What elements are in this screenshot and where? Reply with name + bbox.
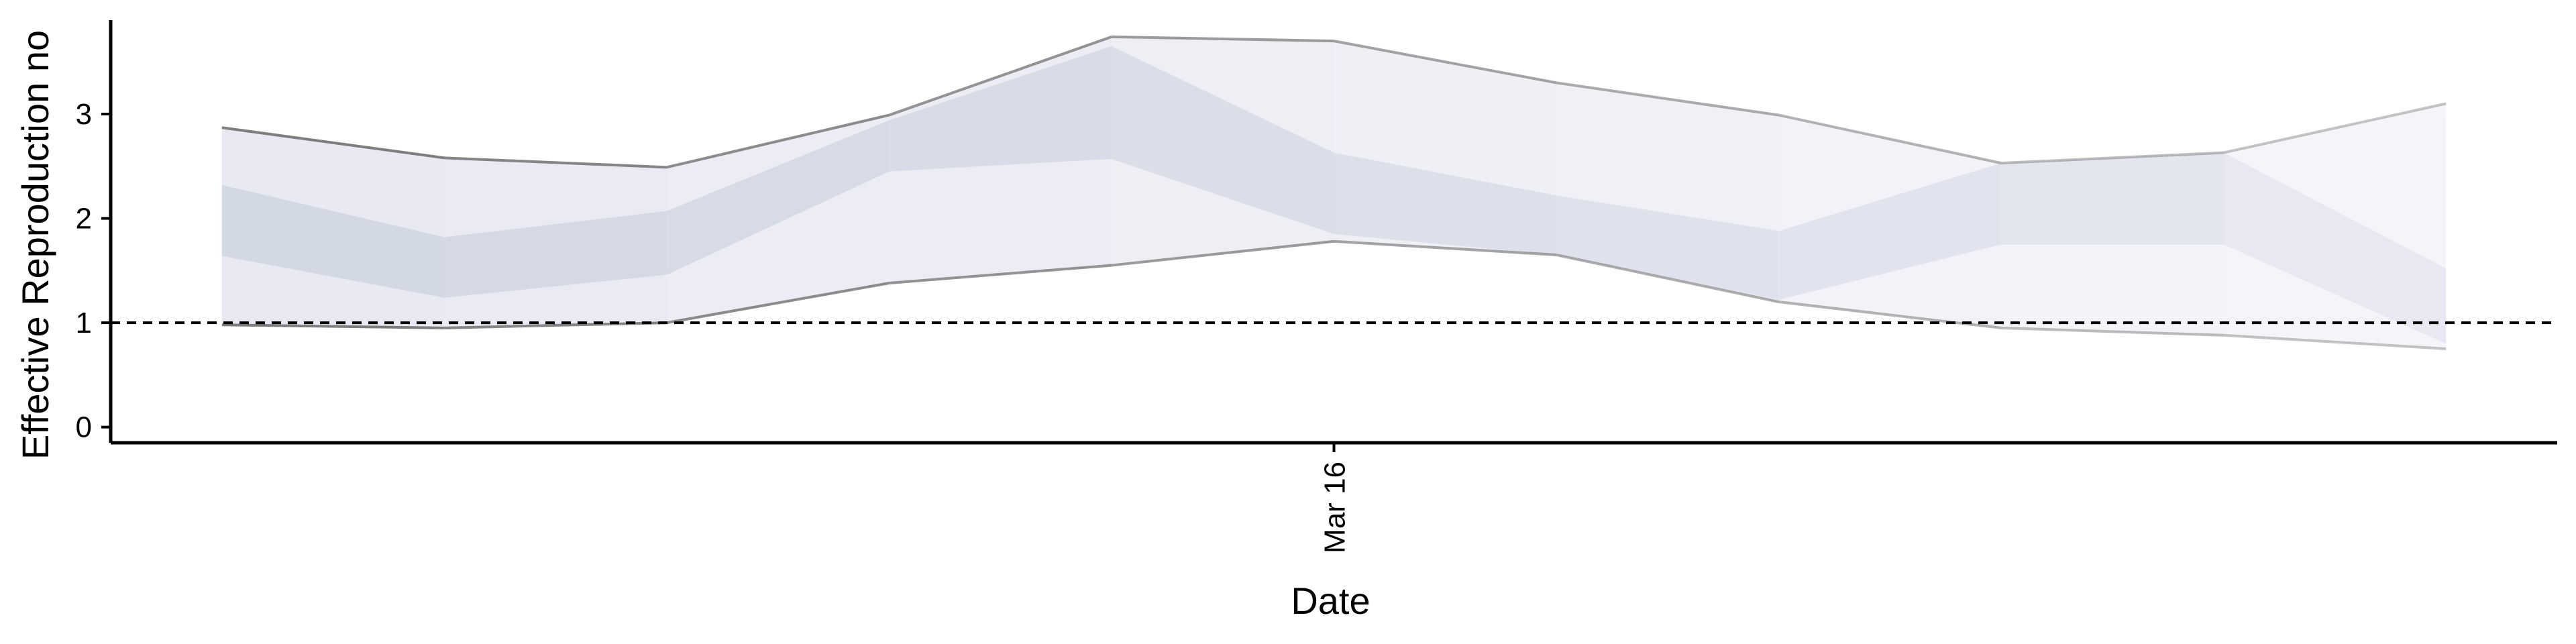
upper-edge-segment-4 <box>1111 35 1334 43</box>
lower-edge-segment-8 <box>2001 326 2224 337</box>
lower-edge-segment-3 <box>889 264 1112 284</box>
upper-edge-segment-1 <box>444 156 667 169</box>
y-tick-label-3: 3 <box>76 98 92 131</box>
upper-edge-segment-7 <box>1778 113 2002 165</box>
inner-band-segment-6 <box>1556 195 1779 300</box>
upper-edge-segment-3 <box>888 36 1112 117</box>
inner-band-segment-9 <box>2223 152 2447 344</box>
inner-band-segment-4 <box>1111 46 1334 234</box>
inner-band-segment-7 <box>1778 163 2002 300</box>
y-tick-label-1: 1 <box>76 307 92 339</box>
inner-band-segment-1 <box>444 211 667 298</box>
upper-edge-segment-5 <box>1334 40 1557 85</box>
y-axis-title: Effective Reproduction no <box>14 30 56 460</box>
x-ticks: Mar 16 <box>1319 443 1352 553</box>
upper-edge-segment-8 <box>2001 151 2224 165</box>
inner-band-segment-2 <box>666 120 890 275</box>
lower-edge-segment-5 <box>1334 239 1557 256</box>
y-tick-label-0: 0 <box>76 411 92 444</box>
lower-edge-segment-2 <box>666 282 890 325</box>
inner-band-segment-8 <box>2001 152 2224 245</box>
upper-edge-segment-2 <box>666 113 890 169</box>
lower-edge-segment-6 <box>1556 254 1780 303</box>
upper-edge-segment-6 <box>1556 81 1779 117</box>
x-axis-title: Date <box>1291 580 1370 622</box>
lower-edge-segment-9 <box>2223 333 2447 350</box>
outer-band-segment-6 <box>1556 83 1779 302</box>
lower-edge-segment-0 <box>221 323 445 329</box>
inner-band-segment-5 <box>1334 152 1557 255</box>
upper-edge-segment-9 <box>2223 102 2447 154</box>
y-tick-label-2: 2 <box>76 203 92 235</box>
lines-layer <box>221 35 2447 350</box>
outer-band-segment-8 <box>2001 152 2224 335</box>
upper-edge-segment-0 <box>221 126 445 160</box>
inner-band-segment-0 <box>221 184 445 298</box>
lower-edge-segment-4 <box>1111 239 1334 267</box>
outer-band-segment-9 <box>2223 103 2447 349</box>
x-tick-label-0: Mar 16 <box>1319 462 1352 553</box>
outer-band-segment-7 <box>1778 115 2002 328</box>
bands-layer <box>221 36 2447 349</box>
inner-band-segment-3 <box>889 46 1112 172</box>
y-ticks: 0 1 2 3 <box>76 98 111 444</box>
